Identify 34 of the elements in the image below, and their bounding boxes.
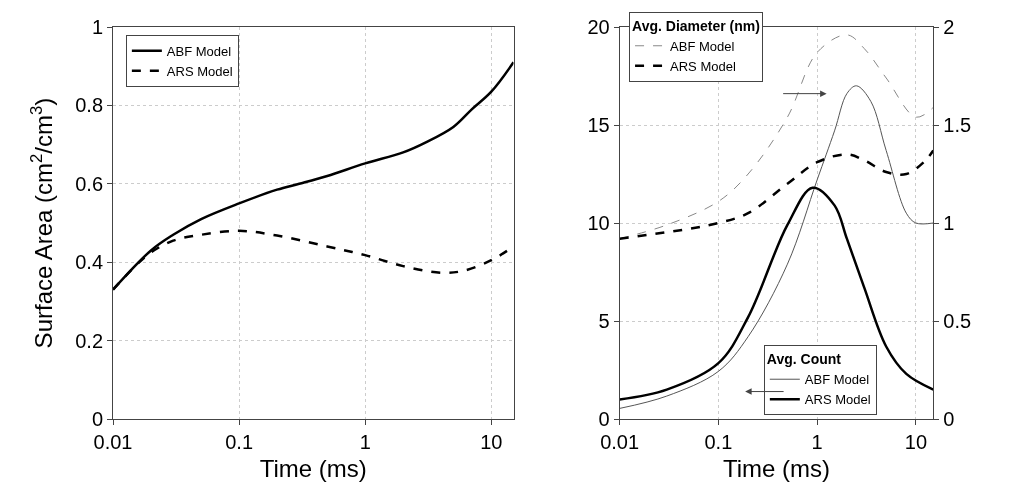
y2-tick-label: 0 [943, 408, 955, 430]
x-tick-label: 0.1 [225, 431, 254, 453]
y2-tick-label: 2 [943, 16, 955, 38]
y-tick-label: 0.4 [75, 251, 104, 274]
y2-tick-label: 0.5 [943, 310, 972, 332]
y2-tick-label: 1.5 [943, 114, 972, 136]
x-axis-title: Time (ms) [259, 455, 367, 483]
y-tick-label: 5 [598, 310, 610, 332]
y-tick-label: 0 [91, 408, 104, 430]
y-tick-label: 15 [587, 114, 610, 136]
x-tick-label: 1 [359, 431, 371, 453]
x-tick-label: 0.1 [704, 431, 733, 453]
y-tick-label: 0.6 [75, 172, 104, 195]
legend-label: ARS Model [166, 63, 233, 79]
x-tick-label: 10 [480, 431, 503, 453]
y2-tick-label: 1 [943, 212, 955, 234]
legend-label: ABF Model [166, 43, 232, 59]
y-tick-label: 1 [91, 16, 104, 38]
x-tick-label: 10 [904, 431, 928, 453]
x-tick-label: 1 [811, 431, 823, 453]
annotation: Avg. Count [766, 351, 842, 368]
legend-label: ABF Model [804, 372, 870, 388]
legend-label: ARS Model [670, 58, 736, 74]
y-tick-label: 10 [587, 212, 610, 234]
y-tick-label: 0 [598, 408, 610, 430]
y-tick-label: 0.8 [75, 94, 104, 117]
y-tick-label: 0.2 [75, 329, 104, 352]
legend-label: ARS Model [804, 392, 871, 408]
legend-label: ABF Model [670, 38, 735, 54]
annotation: Avg. Diameter (nm) [632, 17, 760, 34]
x-axis-title: Time (ms) [722, 455, 831, 483]
x-tick-label: 0.01 [93, 431, 133, 453]
y-tick-label: 20 [587, 16, 610, 38]
x-tick-label: 0.01 [600, 431, 640, 453]
